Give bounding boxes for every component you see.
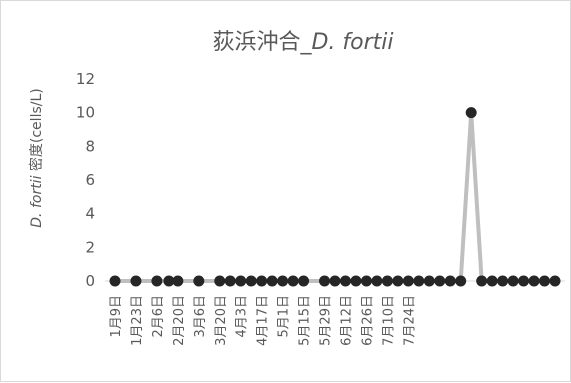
data-point — [193, 275, 205, 287]
data-point — [549, 275, 561, 287]
data-point — [339, 275, 351, 287]
y-tick-label: 2 — [85, 238, 95, 256]
data-point — [434, 275, 446, 287]
data-point — [298, 275, 310, 287]
data-point — [507, 275, 519, 287]
data-point — [214, 275, 226, 287]
data-point — [235, 275, 247, 287]
y-tick-label: 10 — [76, 104, 95, 122]
x-tick-label: 3月20日 — [214, 295, 229, 346]
data-point — [465, 107, 477, 119]
y-tick-label: 4 — [85, 205, 95, 223]
data-point — [402, 275, 414, 287]
x-tick-label: 2月20日 — [172, 295, 187, 346]
chart-title-species: D. fortii — [311, 30, 393, 55]
y-tick-label: 8 — [85, 137, 95, 155]
data-point — [423, 275, 435, 287]
data-point — [224, 275, 236, 287]
y-axis-label-unit: 密度(cells/L) — [28, 88, 45, 175]
x-tick-label: 4月17日 — [256, 295, 271, 346]
chart-title: 荻浜沖合_D. fortii — [212, 30, 393, 55]
data-point — [245, 275, 257, 287]
x-tick-label: 7月24日 — [402, 295, 417, 346]
data-point — [151, 275, 163, 287]
x-tick-label: 1月23日 — [130, 295, 145, 346]
x-tick-label: 6月12日 — [339, 295, 354, 346]
data-point — [109, 275, 121, 287]
x-tick-label: 3月6日 — [193, 295, 208, 338]
data-point — [163, 275, 175, 287]
x-tick-label: 1月9日 — [109, 295, 124, 338]
x-tick-label: 6月26日 — [360, 295, 375, 346]
data-point — [539, 275, 551, 287]
data-point — [518, 275, 530, 287]
series-markers — [109, 107, 561, 287]
y-tick-label: 6 — [85, 171, 95, 189]
x-axis-ticks: 1月9日 1月23日 2月6日 2月20日 3月6日 3月20日 4月3日 4月17日 5月1日… — [109, 295, 417, 346]
x-tick-label: 5月1日 — [277, 295, 292, 338]
data-point — [455, 275, 467, 287]
data-point — [277, 275, 289, 287]
data-point — [256, 275, 268, 287]
data-point — [381, 275, 393, 287]
data-point — [528, 275, 540, 287]
data-point — [371, 275, 383, 287]
data-point — [413, 275, 425, 287]
data-point — [172, 275, 184, 287]
data-point — [130, 275, 142, 287]
data-point — [287, 275, 299, 287]
data-point — [329, 275, 341, 287]
x-tick-label: 4月3日 — [235, 295, 250, 338]
data-point — [476, 275, 488, 287]
y-axis-label-species: D. fortii — [29, 175, 45, 227]
data-point — [266, 275, 278, 287]
y-tick-label: 0 — [85, 272, 95, 290]
x-tick-label: 2月6日 — [151, 295, 166, 338]
data-point — [350, 275, 362, 287]
data-point — [486, 275, 498, 287]
y-axis-ticks: 0 2 4 6 8 10 12 — [76, 70, 95, 290]
data-point — [392, 275, 404, 287]
data-point — [444, 275, 456, 287]
x-tick-label: 7月10日 — [381, 295, 396, 346]
x-tick-label: 5月29日 — [319, 295, 334, 346]
data-point — [360, 275, 372, 287]
series-line — [115, 110, 555, 283]
x-tick-label: 5月15日 — [298, 295, 313, 346]
chart-title-main: 荻浜沖合_ — [212, 30, 312, 55]
y-tick-label: 12 — [76, 70, 95, 88]
data-point — [319, 275, 331, 287]
data-point — [497, 275, 509, 287]
y-axis-label: D. fortii 密度(cells/L) — [28, 88, 45, 227]
